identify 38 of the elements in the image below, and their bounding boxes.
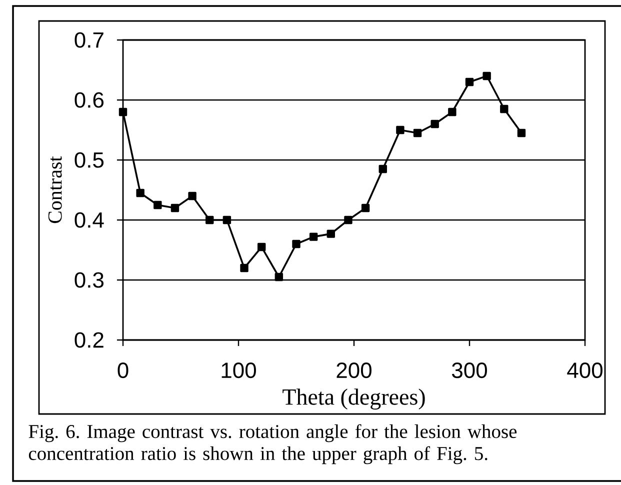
y-tick-label: 0.6 [74,92,104,108]
caption: Fig. 6. Image contrast vs. rotation angle for the lesion whose concentration ratio is shown in the upper graph of Fig. 5. [28,424,517,464]
point [170,204,180,212]
point [448,108,456,116]
point [206,216,214,224]
point [396,126,404,134]
x-tick-label: 400 [567,362,602,378]
point [361,204,370,212]
point [309,232,318,241]
point [154,200,162,210]
x-axis-title: Theta (degrees) [282,388,425,410]
point [500,104,508,114]
point [413,128,422,138]
x-tick-label: 100 [222,362,256,378]
y-tick-label: 0.7 [74,32,104,48]
point [482,72,491,80]
point [274,272,284,282]
point [222,216,232,224]
point [240,264,248,272]
point [188,192,196,200]
x-tick-label: 200 [336,362,372,378]
point [430,120,439,128]
x-tick-label: 0 [118,362,128,378]
y-tick-label: 0.5 [74,152,104,168]
y-axis-title: Contrast [48,156,62,224]
point [465,78,474,86]
y-tick-label: 0.4 [74,212,104,228]
x-tick-label: 300 [452,362,487,378]
point [344,216,352,224]
y-tick-label: 0.2 [74,332,104,348]
point [136,188,144,198]
point [326,230,336,238]
point [378,164,387,174]
point [118,108,128,116]
point [292,240,300,248]
y-tick-label: 0.3 [74,272,104,288]
point [517,128,526,138]
point [258,242,266,252]
